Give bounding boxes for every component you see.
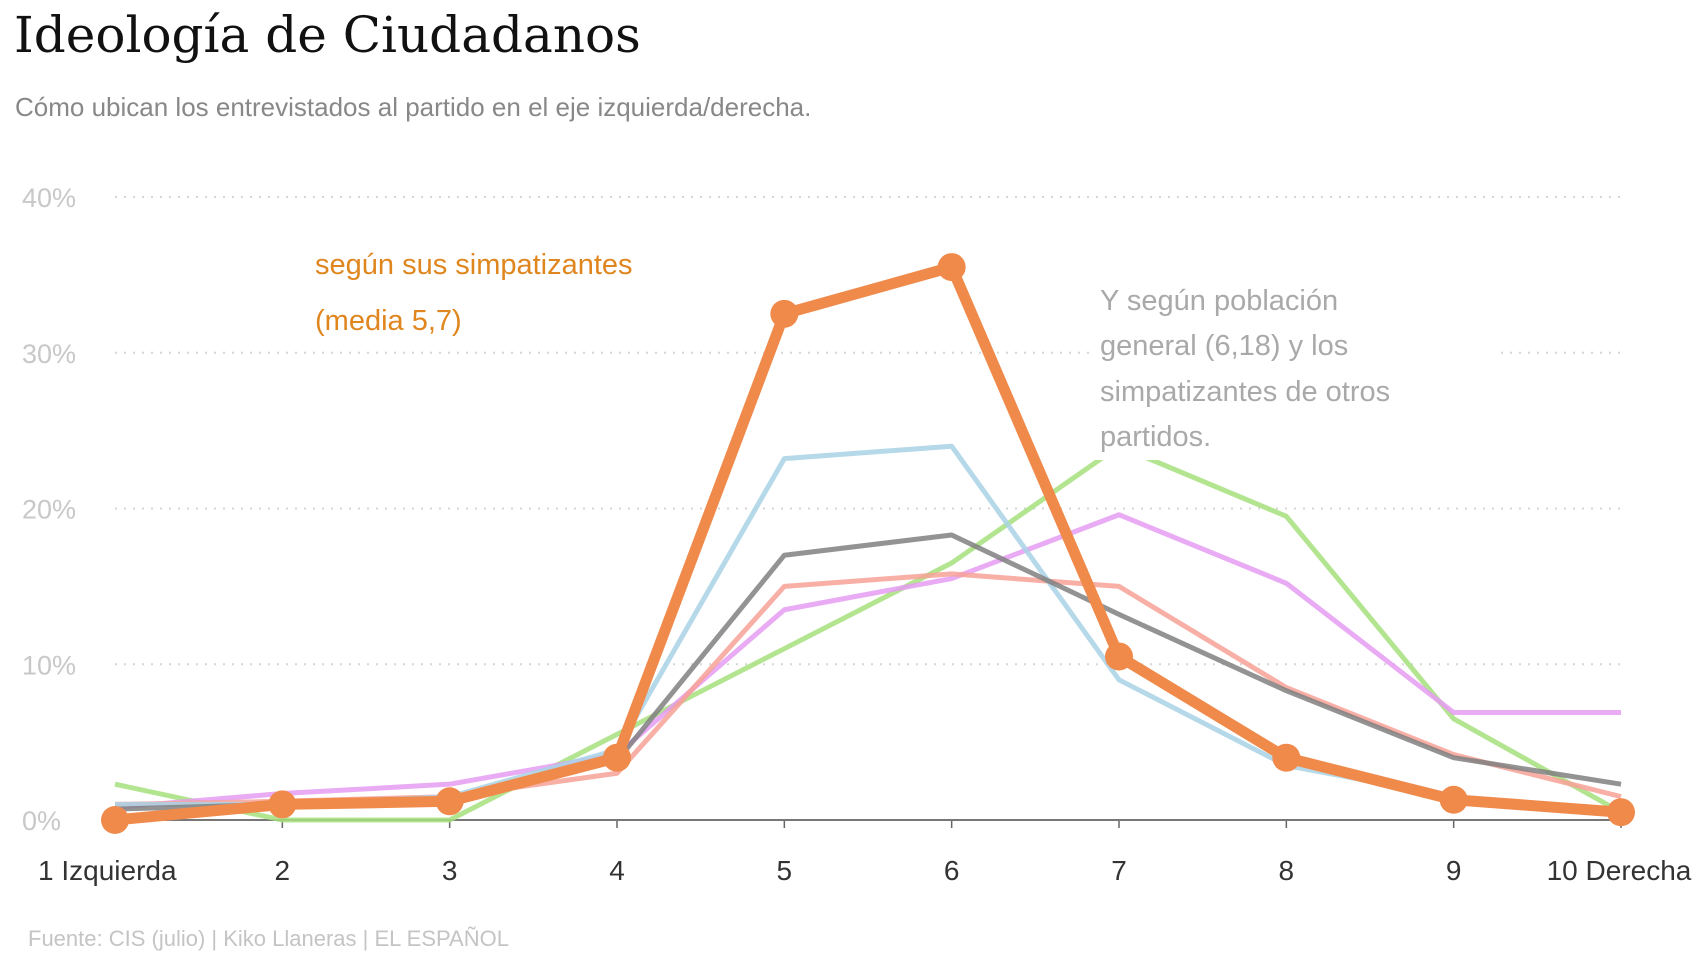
y-tick-label: 30% (22, 339, 76, 369)
chart-subtitle: Cómo ubican los entrevistados al partido… (15, 92, 812, 122)
source-note: Fuente: CIS (julio) | Kiko Llaneras | EL… (28, 926, 509, 951)
y-tick-label: 0% (22, 806, 61, 836)
data-point (1272, 743, 1301, 772)
annotation-orange-1: según sus simpatizantes (315, 249, 633, 281)
data-point (1105, 642, 1133, 671)
chart-title: Ideología de Ciudadanos (14, 6, 641, 64)
y-tick-label: 20% (22, 495, 76, 525)
y-tick-label: 40% (22, 183, 76, 213)
annotation-orange-2: (media 5,7) (315, 305, 462, 337)
x-tick-label: 5 (777, 855, 793, 886)
annotation-gray-1: Y según población (1100, 285, 1338, 317)
series-line-5 (114, 261, 1622, 826)
x-tick-label: 4 (609, 855, 625, 886)
series-line-4 (114, 532, 1622, 812)
data-point (435, 787, 464, 816)
data-point (937, 253, 966, 282)
x-tick-label: 6 (944, 855, 960, 886)
data-point (1439, 785, 1468, 814)
series-line-3 (115, 443, 1622, 815)
data-point (1607, 798, 1635, 827)
x-tick-label: 3 (442, 855, 458, 886)
x-tick-label: 8 (1279, 855, 1295, 886)
y-tick-label: 10% (22, 650, 76, 680)
annotation-gray-4: partidos. (1100, 421, 1211, 453)
x-tick-label: 9 (1446, 855, 1462, 886)
series-line-1 (114, 512, 1621, 811)
x-tick-label: 7 (1111, 855, 1127, 886)
x-tick-label: 2 (275, 855, 291, 886)
x-tick-label: 1 Izquierda (38, 855, 177, 886)
data-point (770, 299, 799, 328)
annotation-gray-3: simpatizantes de otros (1100, 376, 1390, 408)
data-point (268, 790, 297, 819)
data-point (101, 806, 129, 834)
x-tick-label: 10 Derecha (1547, 855, 1692, 886)
annotation-gray-2: general (6,18) y los (1100, 330, 1348, 362)
series-line-0 (114, 443, 1623, 823)
data-point (603, 743, 631, 772)
